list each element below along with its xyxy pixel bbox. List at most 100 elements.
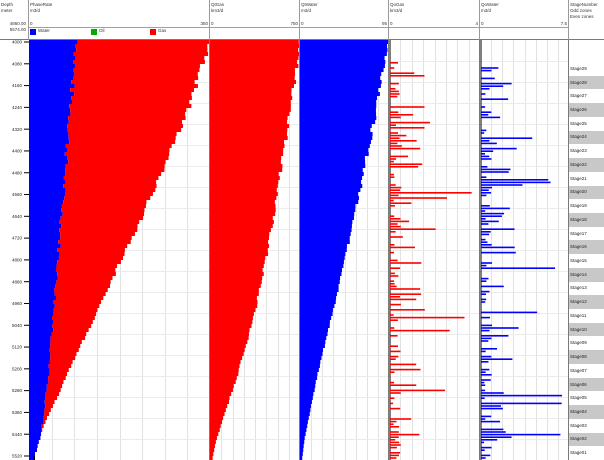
stage-bar (390, 228, 436, 230)
stage-bar (481, 405, 501, 407)
water-bar (29, 280, 57, 284)
stage-bar (481, 384, 486, 386)
rate-bar (300, 64, 385, 68)
rate-bar (300, 44, 388, 48)
water-bar (29, 336, 51, 340)
stage-bar (481, 420, 501, 423)
stage-bar (390, 67, 395, 69)
rate-bar (300, 116, 377, 120)
gas-bar (61, 204, 146, 208)
rate-bar (210, 48, 299, 52)
rate-bar (210, 116, 288, 120)
stage-bar (390, 267, 401, 269)
water-bar (29, 100, 73, 104)
track-header-qtgas: QtGas km3/d 0 750 (210, 0, 300, 40)
water-bar (29, 188, 66, 192)
rate-bar (300, 52, 387, 56)
even-zone-band (569, 158, 604, 172)
rate-bar (210, 88, 292, 92)
stage-bar (390, 205, 395, 207)
rate-bar (300, 356, 322, 360)
gas-bar (45, 404, 53, 408)
water-bar (29, 220, 60, 224)
rate-bar (210, 432, 219, 436)
water-bar (29, 300, 54, 304)
stage-bar (390, 218, 401, 220)
rate-bar (210, 200, 275, 204)
water-bar (29, 228, 60, 232)
track-unit: km3/d (390, 8, 403, 13)
stage-bar (390, 246, 415, 249)
legend-label-gas: Gas (158, 28, 167, 33)
stage-bar (390, 298, 417, 301)
rate-bar (210, 204, 276, 208)
water-bar (29, 276, 58, 280)
rate-bar (210, 368, 239, 372)
rate-bar (210, 208, 276, 212)
stage-bar (481, 98, 509, 100)
gas-bar (55, 284, 111, 288)
even-zone-band (569, 322, 604, 337)
rate-bar (300, 412, 310, 416)
gas-bar (59, 220, 140, 224)
rate-bar (210, 408, 226, 412)
gas-bar (44, 408, 51, 412)
water-bar (29, 148, 67, 152)
gas-bar (74, 92, 192, 96)
track-header-qogas: QoGas km3/d 0 4 (389, 0, 480, 40)
water-bar (29, 96, 72, 100)
water-bar (29, 40, 78, 44)
qowater-track (480, 40, 569, 460)
axis-min: 0 (390, 21, 393, 26)
stage-label: Stage10 (570, 326, 587, 332)
rate-bar (300, 416, 309, 420)
rate-bar (300, 244, 347, 248)
depth-tick-label: 4480 (12, 170, 23, 175)
rate-bar (210, 148, 284, 152)
water-bar (29, 176, 64, 180)
stage-bar (390, 134, 407, 137)
stage-bar (481, 158, 492, 160)
even-zone-band (569, 350, 604, 364)
gas-bar (48, 364, 72, 368)
stage-bar (481, 402, 562, 405)
qtgas-track (210, 40, 300, 460)
even-zone-band (569, 240, 604, 255)
water-bar (29, 52, 74, 56)
rate-bar (210, 220, 274, 224)
water-bar (29, 240, 59, 244)
stage-bar (390, 335, 398, 337)
rate-bar (210, 68, 295, 72)
water-bar (29, 396, 46, 400)
gas-bar (44, 412, 50, 416)
stage-bar (481, 311, 538, 314)
rate-bar (210, 224, 273, 228)
gas-bar (67, 124, 183, 128)
stage-bar (390, 142, 398, 145)
water-bar (29, 316, 53, 320)
rate-bar (300, 408, 311, 412)
rate-bar (210, 80, 297, 84)
stage-label: Stage26 (570, 107, 587, 113)
rate-bar (210, 396, 230, 400)
gas-bar (60, 216, 144, 220)
depth-tick-label: 4560 (12, 192, 23, 197)
stage-bar (481, 327, 519, 329)
stage-bar (390, 272, 395, 275)
stage-bar (481, 293, 487, 295)
axis-min: 0 (211, 21, 214, 26)
rate-bar (300, 304, 335, 308)
stage-bar (481, 374, 492, 376)
stage-bar (481, 324, 492, 327)
stage-bar (481, 394, 563, 397)
gas-bar (65, 172, 162, 176)
gas-bar (64, 196, 151, 200)
depth-tick-label: 5040 (12, 323, 23, 328)
rate-bar (210, 96, 293, 100)
rate-bar (300, 236, 350, 240)
gas-bar (60, 244, 128, 248)
rate-bar (210, 152, 284, 156)
gas-bar (63, 176, 159, 180)
rate-bar (210, 188, 277, 192)
gas-bar (63, 200, 147, 204)
